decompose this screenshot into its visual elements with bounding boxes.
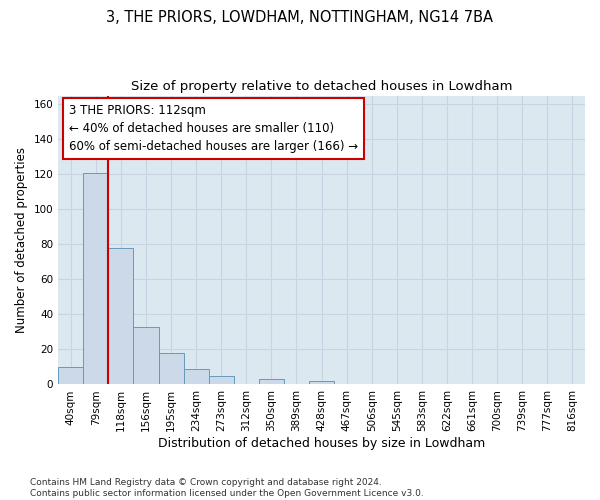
- Bar: [58, 367, 83, 384]
- Text: Contains HM Land Registry data © Crown copyright and database right 2024.
Contai: Contains HM Land Registry data © Crown c…: [30, 478, 424, 498]
- Title: Size of property relative to detached houses in Lowdham: Size of property relative to detached ho…: [131, 80, 512, 93]
- Text: 3 THE PRIORS: 112sqm
← 40% of detached houses are smaller (110)
60% of semi-deta: 3 THE PRIORS: 112sqm ← 40% of detached h…: [69, 104, 358, 153]
- Bar: [184, 368, 209, 384]
- Bar: [209, 376, 234, 384]
- Bar: [158, 353, 184, 384]
- Bar: [259, 379, 284, 384]
- Bar: [133, 326, 158, 384]
- Bar: [83, 172, 109, 384]
- Bar: [109, 248, 133, 384]
- Bar: [309, 381, 334, 384]
- Text: 3, THE PRIORS, LOWDHAM, NOTTINGHAM, NG14 7BA: 3, THE PRIORS, LOWDHAM, NOTTINGHAM, NG14…: [107, 10, 493, 25]
- X-axis label: Distribution of detached houses by size in Lowdham: Distribution of detached houses by size …: [158, 437, 485, 450]
- Y-axis label: Number of detached properties: Number of detached properties: [15, 147, 28, 333]
